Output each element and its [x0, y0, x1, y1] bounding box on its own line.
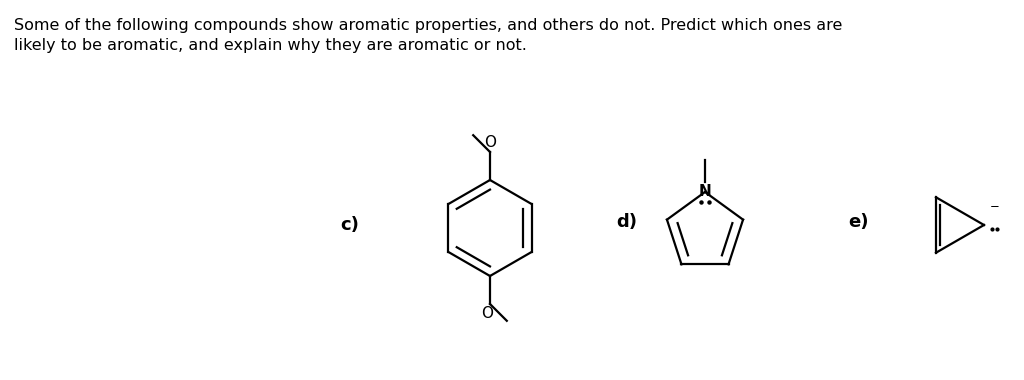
Text: $^{-}$: $^{-}$ — [989, 202, 999, 220]
Text: O: O — [484, 135, 496, 150]
Text: N: N — [698, 185, 712, 200]
Text: d): d) — [616, 213, 637, 231]
Text: c): c) — [340, 216, 358, 234]
Text: Some of the following compounds show aromatic properties, and others do not. Pre: Some of the following compounds show aro… — [14, 18, 843, 33]
Text: e): e) — [848, 213, 868, 231]
Text: O: O — [481, 306, 493, 321]
Text: likely to be aromatic, and explain why they are aromatic or not.: likely to be aromatic, and explain why t… — [14, 38, 527, 53]
